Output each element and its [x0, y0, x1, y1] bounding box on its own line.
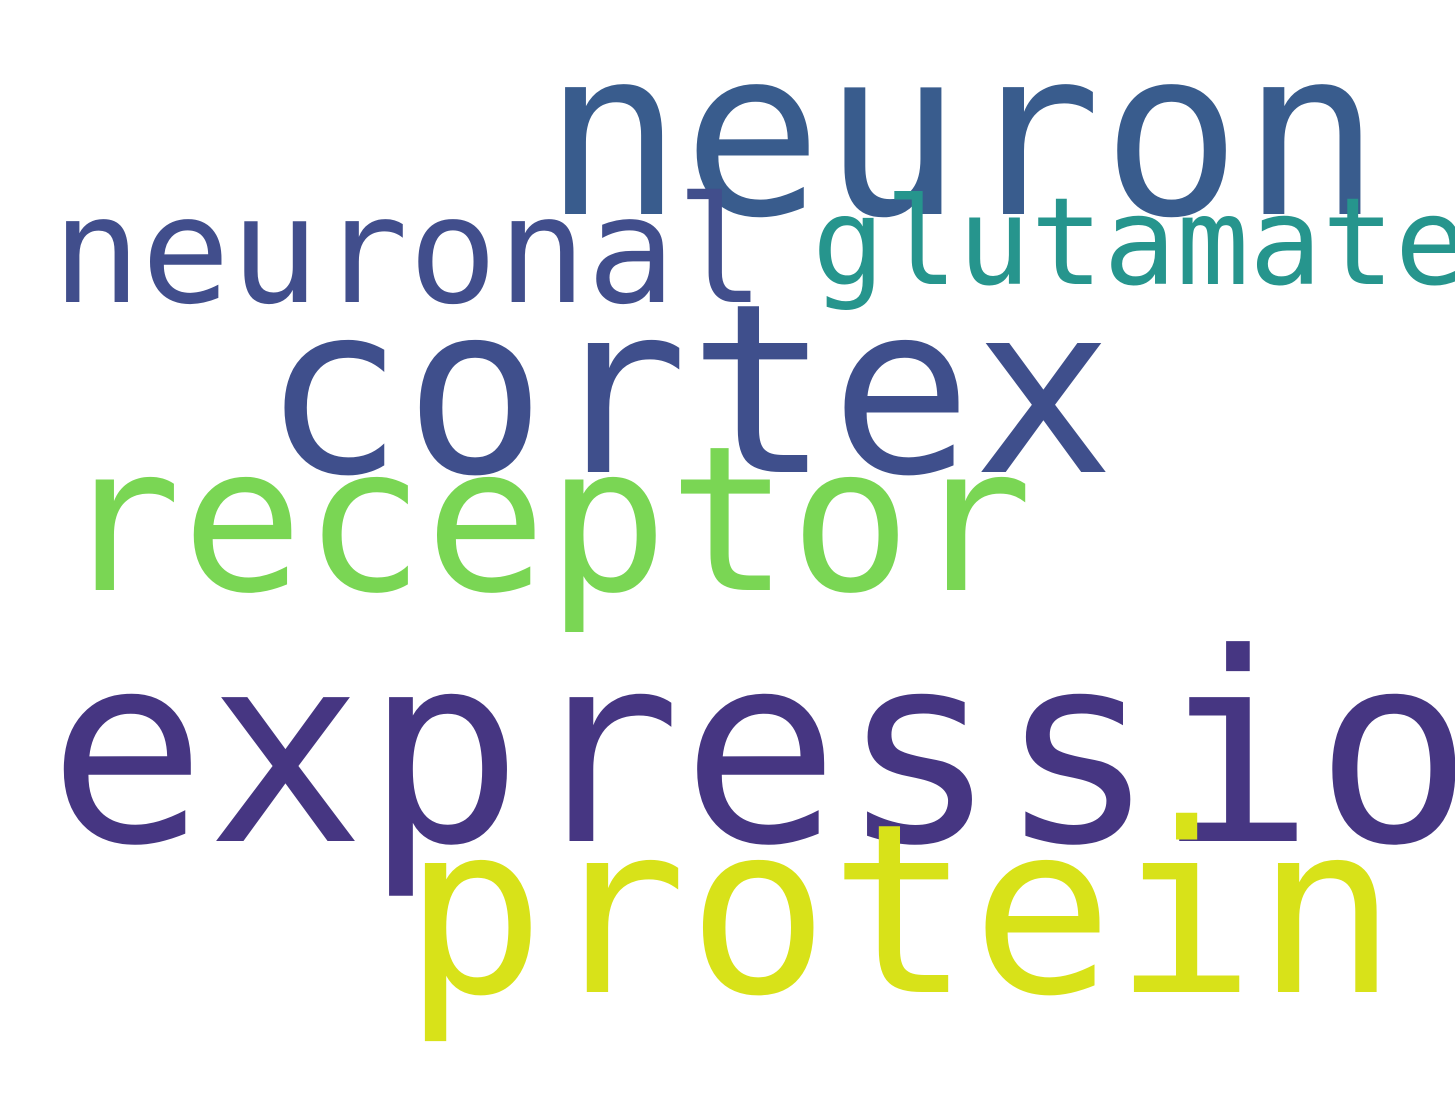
- word-protein: protein: [403, 773, 1398, 1048]
- word-glutamate: glutamate: [812, 172, 1455, 313]
- word-expression: expression: [48, 598, 1455, 904]
- word-receptor: receptor: [60, 402, 1033, 638]
- word-neuron: neuron: [543, 0, 1382, 269]
- word-cortex: cortex: [262, 253, 1115, 528]
- word-neuronal: neuronal: [52, 165, 765, 337]
